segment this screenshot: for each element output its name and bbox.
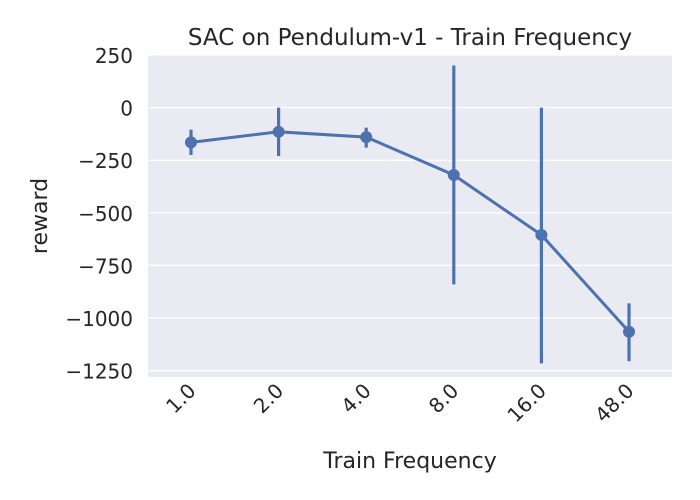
x-axis-label: Train Frequency <box>322 449 496 474</box>
grid-lines <box>148 54 672 372</box>
x-tick-label: 4.0 <box>336 379 375 418</box>
y-tick-label: −500 <box>78 202 133 226</box>
data-point <box>360 131 373 144</box>
y-tick-label: −250 <box>78 149 133 173</box>
y-tick-label: −1250 <box>65 360 133 384</box>
plot-area <box>148 55 672 377</box>
data-points <box>185 125 635 338</box>
x-tick-label: 16.0 <box>502 379 550 427</box>
y-tick-labels: 250 0 −250 −500 −750 −1000 −1250 <box>65 44 133 384</box>
data-point <box>535 228 548 241</box>
y-tick-label: −1000 <box>65 307 133 331</box>
y-tick-label: −750 <box>78 254 133 278</box>
y-axis-label: reward <box>28 178 53 254</box>
chart-title: SAC on Pendulum-v1 - Train Frequency <box>188 25 632 51</box>
y-tick-label: 0 <box>120 97 133 121</box>
series-line <box>190 130 631 333</box>
x-tick-label: 8.0 <box>424 379 463 418</box>
x-tick-label: 48.0 <box>590 379 638 427</box>
x-tick-labels: 1.0 2.0 4.0 8.0 16.0 48.0 <box>161 379 638 427</box>
data-point <box>272 125 285 138</box>
data-point <box>447 168 460 181</box>
y-tick-label: 250 <box>95 44 133 68</box>
data-point <box>185 136 197 149</box>
data-point <box>623 325 635 338</box>
x-tick-label: 2.0 <box>249 379 288 418</box>
x-tick-label: 1.0 <box>161 379 200 418</box>
